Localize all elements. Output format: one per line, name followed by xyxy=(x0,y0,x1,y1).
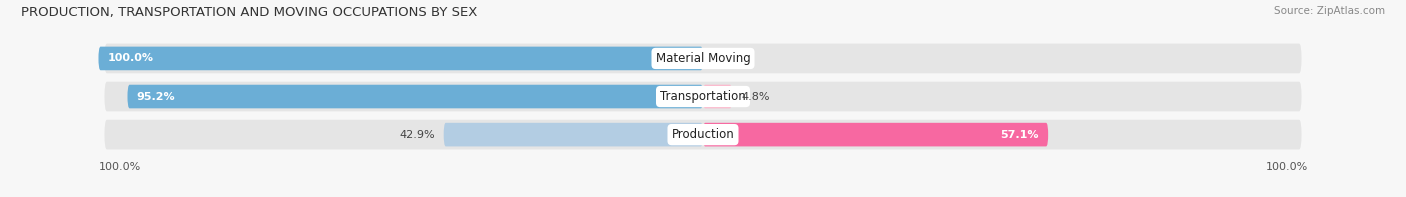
Text: Source: ZipAtlas.com: Source: ZipAtlas.com xyxy=(1274,6,1385,16)
Text: Transportation: Transportation xyxy=(661,90,745,103)
FancyBboxPatch shape xyxy=(104,120,1302,150)
FancyBboxPatch shape xyxy=(703,85,733,108)
FancyBboxPatch shape xyxy=(444,123,703,146)
Text: 4.8%: 4.8% xyxy=(741,92,769,101)
Text: 42.9%: 42.9% xyxy=(399,130,434,140)
Text: 100.0%: 100.0% xyxy=(1265,162,1308,172)
Text: 100.0%: 100.0% xyxy=(107,53,153,63)
Text: 95.2%: 95.2% xyxy=(136,92,176,101)
FancyBboxPatch shape xyxy=(104,82,1302,111)
FancyBboxPatch shape xyxy=(128,85,703,108)
Text: 57.1%: 57.1% xyxy=(1001,130,1039,140)
Text: 100.0%: 100.0% xyxy=(98,162,141,172)
Text: Production: Production xyxy=(672,128,734,141)
FancyBboxPatch shape xyxy=(703,123,1049,146)
Text: Material Moving: Material Moving xyxy=(655,52,751,65)
Text: PRODUCTION, TRANSPORTATION AND MOVING OCCUPATIONS BY SEX: PRODUCTION, TRANSPORTATION AND MOVING OC… xyxy=(21,6,478,19)
FancyBboxPatch shape xyxy=(104,44,1302,73)
FancyBboxPatch shape xyxy=(98,47,703,70)
